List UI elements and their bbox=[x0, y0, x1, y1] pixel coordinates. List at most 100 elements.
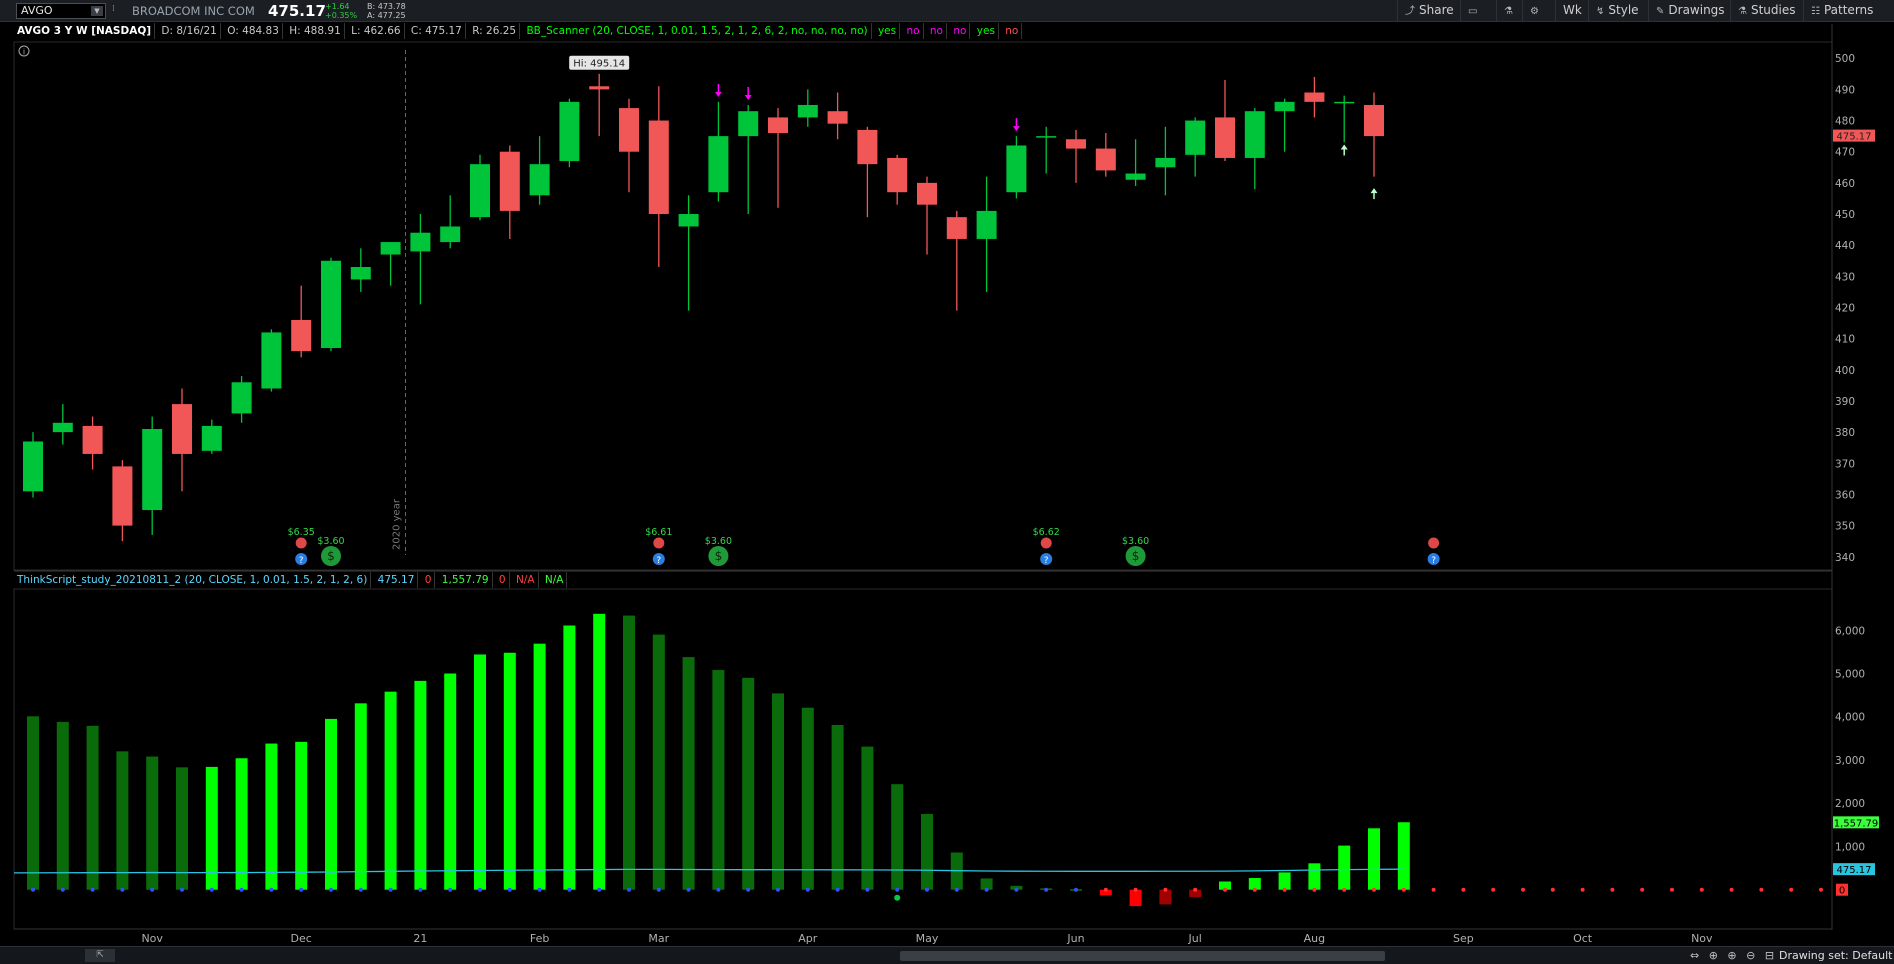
window-button[interactable]: ▭ bbox=[1460, 0, 1488, 21]
candle-body[interactable] bbox=[82, 425, 103, 454]
lightbulb-icon[interactable] bbox=[295, 553, 308, 565]
histogram-bar[interactable] bbox=[474, 654, 486, 890]
histogram-bar[interactable] bbox=[116, 751, 129, 890]
drawings-button[interactable]: ✎ Drawings bbox=[1648, 0, 1732, 21]
histogram-bar[interactable] bbox=[1248, 878, 1261, 890]
candle-body[interactable] bbox=[1215, 117, 1235, 158]
horizontal-scrollbar[interactable] bbox=[900, 951, 1385, 961]
candle-body[interactable] bbox=[529, 164, 550, 196]
histogram-bar[interactable] bbox=[1189, 889, 1202, 898]
histogram-bar[interactable] bbox=[831, 724, 844, 890]
histogram-bar[interactable] bbox=[1368, 828, 1380, 890]
histogram-bar[interactable] bbox=[801, 707, 814, 890]
candle-body[interactable] bbox=[1125, 173, 1146, 180]
candle-body[interactable] bbox=[1274, 101, 1295, 112]
histogram-bar[interactable] bbox=[354, 703, 367, 890]
histogram-bar[interactable] bbox=[593, 613, 606, 890]
candle-body[interactable] bbox=[261, 332, 282, 389]
histogram-bar[interactable] bbox=[295, 741, 308, 890]
histogram-bar[interactable] bbox=[1219, 881, 1231, 890]
histogram-bar[interactable] bbox=[414, 680, 427, 890]
share-button[interactable]: ⤴ Share bbox=[1397, 0, 1461, 21]
histogram-bar[interactable] bbox=[265, 743, 278, 890]
lightbulb-icon[interactable] bbox=[1040, 553, 1053, 565]
candle-body[interactable] bbox=[976, 210, 997, 239]
candle-body[interactable] bbox=[678, 214, 699, 227]
candle-body[interactable] bbox=[440, 226, 461, 243]
gear-button[interactable]: ⚙ bbox=[1522, 0, 1550, 21]
candle-body[interactable] bbox=[857, 129, 878, 165]
lightbulb-icon[interactable] bbox=[652, 553, 665, 565]
candle-body[interactable] bbox=[946, 217, 967, 239]
candle-body[interactable] bbox=[231, 382, 252, 414]
dividend-icon[interactable] bbox=[321, 546, 341, 566]
candle-body[interactable] bbox=[1036, 136, 1057, 138]
candle-body[interactable] bbox=[797, 104, 818, 118]
histogram-bar[interactable] bbox=[1397, 822, 1410, 890]
style-button[interactable]: ↯ Style bbox=[1588, 0, 1646, 21]
info-icon[interactable] bbox=[18, 45, 30, 57]
patterns-button[interactable]: ☷ Patterns bbox=[1803, 0, 1880, 21]
histogram-bar[interactable] bbox=[921, 814, 933, 890]
candle-body[interactable] bbox=[708, 136, 729, 193]
candle-body[interactable] bbox=[589, 86, 610, 90]
candle-body[interactable] bbox=[619, 108, 639, 152]
candle-body[interactable] bbox=[52, 422, 73, 433]
histogram-bar[interactable] bbox=[1159, 889, 1172, 905]
histogram-bar[interactable] bbox=[1338, 845, 1351, 890]
earnings-icon[interactable] bbox=[653, 537, 665, 549]
candle-body[interactable] bbox=[1155, 157, 1176, 168]
candle-body[interactable] bbox=[1334, 101, 1355, 104]
histogram-bar[interactable] bbox=[980, 878, 993, 890]
candle-body[interactable] bbox=[1244, 111, 1265, 158]
flask-button[interactable]: ⚗ bbox=[1496, 0, 1524, 21]
candle-body[interactable] bbox=[172, 404, 192, 454]
candle-body[interactable] bbox=[321, 260, 341, 349]
histogram-bar[interactable] bbox=[56, 721, 69, 890]
histogram-bar[interactable] bbox=[623, 615, 635, 890]
histogram-bar[interactable] bbox=[444, 673, 457, 890]
candle-body[interactable] bbox=[827, 111, 848, 124]
earnings-icon[interactable] bbox=[1428, 537, 1440, 549]
candle-body[interactable] bbox=[350, 266, 371, 280]
candle-body[interactable] bbox=[917, 182, 937, 205]
candle-body[interactable] bbox=[1006, 145, 1027, 193]
histogram-bar[interactable] bbox=[503, 652, 516, 890]
candle-body[interactable] bbox=[142, 429, 163, 511]
chart-symbol-label[interactable]: AVGO 3 Y W [NASDAQ] bbox=[14, 23, 156, 39]
histogram-bar[interactable] bbox=[235, 758, 248, 890]
candle-body[interactable] bbox=[410, 232, 431, 252]
chevron-down-icon[interactable]: ▼ bbox=[91, 6, 103, 16]
candle-body[interactable] bbox=[887, 157, 908, 193]
histogram-bar[interactable] bbox=[27, 716, 39, 890]
study-label-bb-scanner[interactable]: BB_Scanner (20, CLOSE, 1, 0.01, 1.5, 2, … bbox=[523, 23, 872, 39]
candle-body[interactable] bbox=[738, 111, 759, 137]
candle-body[interactable] bbox=[768, 117, 788, 134]
histogram-bar[interactable] bbox=[146, 756, 159, 890]
histogram-bar[interactable] bbox=[712, 670, 725, 890]
candle-body[interactable] bbox=[291, 319, 312, 352]
study-label-thinkscript[interactable]: ThinkScript_study_20210811_2 (20, CLOSE,… bbox=[14, 572, 372, 588]
studies-button[interactable]: ⚗ Studies bbox=[1730, 0, 1802, 21]
dividend-icon[interactable] bbox=[708, 546, 729, 566]
histogram-bar[interactable] bbox=[1278, 872, 1291, 890]
histogram-bar[interactable] bbox=[563, 625, 576, 890]
candle-body[interactable] bbox=[1066, 139, 1086, 149]
candle-body[interactable] bbox=[112, 466, 133, 526]
candle-body[interactable] bbox=[1095, 148, 1116, 171]
histogram-bar[interactable] bbox=[176, 767, 188, 890]
histogram-bar[interactable] bbox=[652, 634, 665, 890]
scroll-start-button[interactable]: ⇱ bbox=[85, 949, 115, 962]
earnings-icon[interactable] bbox=[1040, 537, 1052, 549]
price-panel[interactable] bbox=[13, 41, 1833, 571]
histogram-bar[interactable] bbox=[384, 691, 397, 890]
candle-body[interactable] bbox=[1185, 120, 1206, 155]
histogram-bar[interactable] bbox=[742, 677, 755, 890]
histogram-bar[interactable] bbox=[1308, 863, 1321, 890]
lightbulb-icon[interactable] bbox=[1427, 553, 1440, 565]
candle-body[interactable] bbox=[648, 120, 669, 215]
candle-body[interactable] bbox=[470, 164, 490, 218]
histogram-bar[interactable] bbox=[1129, 889, 1142, 907]
earnings-icon[interactable] bbox=[295, 537, 307, 549]
